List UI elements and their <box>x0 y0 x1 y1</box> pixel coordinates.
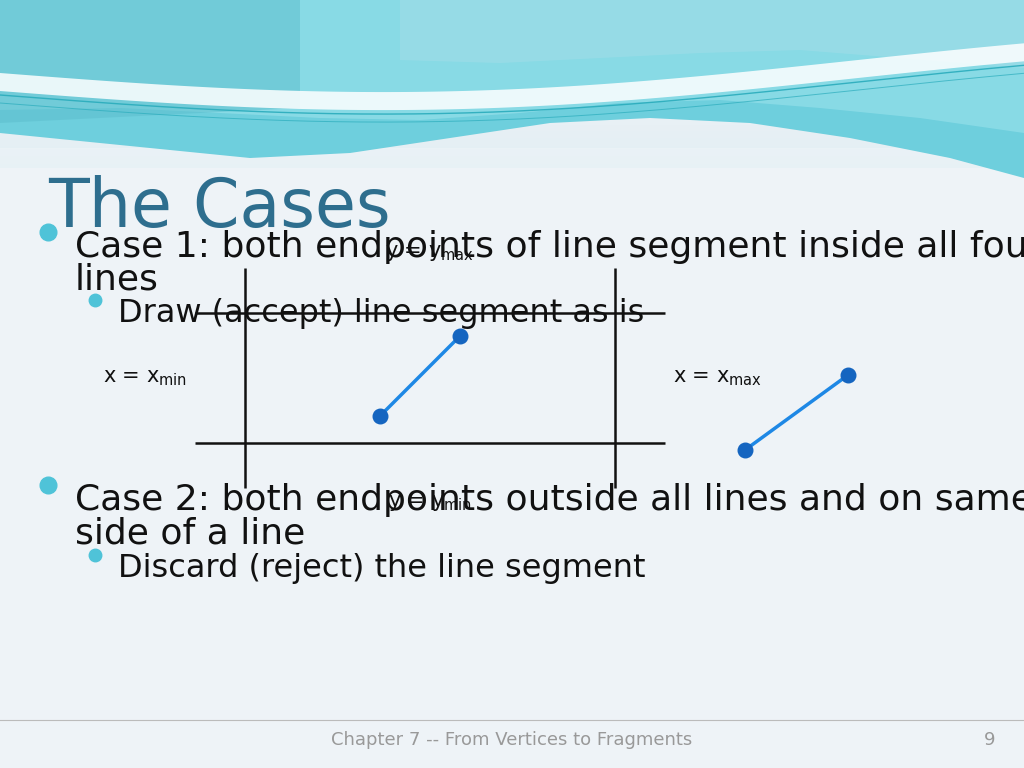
Bar <box>0 154 1024 156</box>
Polygon shape <box>400 0 1024 68</box>
Bar <box>0 141 1024 143</box>
Bar <box>0 161 1024 162</box>
Polygon shape <box>0 43 1024 110</box>
Point <box>737 444 754 456</box>
Bar <box>0 151 1024 153</box>
Bar <box>0 123 1024 124</box>
Text: Discard (reject) the line segment: Discard (reject) the line segment <box>118 553 645 584</box>
Text: 9: 9 <box>983 731 995 749</box>
Text: Chapter 7 -- From Vertices to Fragments: Chapter 7 -- From Vertices to Fragments <box>332 731 692 749</box>
Bar <box>0 127 1024 129</box>
Text: side of a line: side of a line <box>75 516 305 550</box>
Polygon shape <box>0 0 1024 133</box>
Bar <box>0 140 1024 141</box>
Point <box>452 330 468 343</box>
Bar <box>0 164 1024 165</box>
Bar <box>0 138 1024 140</box>
Text: lines: lines <box>75 262 159 296</box>
Bar <box>0 148 1024 150</box>
Bar <box>0 144 1024 145</box>
Bar <box>0 131 1024 132</box>
Bar <box>0 134 1024 135</box>
Bar <box>0 148 1024 768</box>
Text: y = y$_\mathrm{min}$: y = y$_\mathrm{min}$ <box>388 493 472 513</box>
Text: The Cases: The Cases <box>48 175 390 241</box>
Bar <box>0 159 1024 161</box>
Bar <box>0 132 1024 134</box>
Bar <box>0 137 1024 138</box>
Bar <box>0 129 1024 131</box>
Point <box>840 369 856 381</box>
Text: y = y$_\mathrm{max}$: y = y$_\mathrm{max}$ <box>385 243 474 263</box>
Point <box>372 410 388 422</box>
Bar <box>0 162 1024 164</box>
Text: Draw (accept) line segment as is: Draw (accept) line segment as is <box>118 298 644 329</box>
Bar <box>0 143 1024 144</box>
Polygon shape <box>0 0 300 123</box>
Polygon shape <box>0 0 1024 178</box>
Bar <box>0 153 1024 154</box>
Text: Case 1: both endpoints of line segment inside all four: Case 1: both endpoints of line segment i… <box>75 230 1024 264</box>
Bar <box>0 126 1024 127</box>
Text: Case 2: both endpoints outside all lines and on same: Case 2: both endpoints outside all lines… <box>75 483 1024 517</box>
Bar <box>0 157 1024 159</box>
Bar <box>0 124 1024 126</box>
Bar <box>0 147 1024 148</box>
Bar <box>0 167 1024 168</box>
Text: x = x$_\mathrm{min}$: x = x$_\mathrm{min}$ <box>102 368 187 388</box>
Text: x = x$_\mathrm{max}$: x = x$_\mathrm{max}$ <box>673 368 762 388</box>
Bar <box>0 145 1024 147</box>
Bar <box>0 150 1024 151</box>
Bar <box>0 156 1024 157</box>
Bar <box>0 135 1024 137</box>
Bar <box>0 165 1024 167</box>
